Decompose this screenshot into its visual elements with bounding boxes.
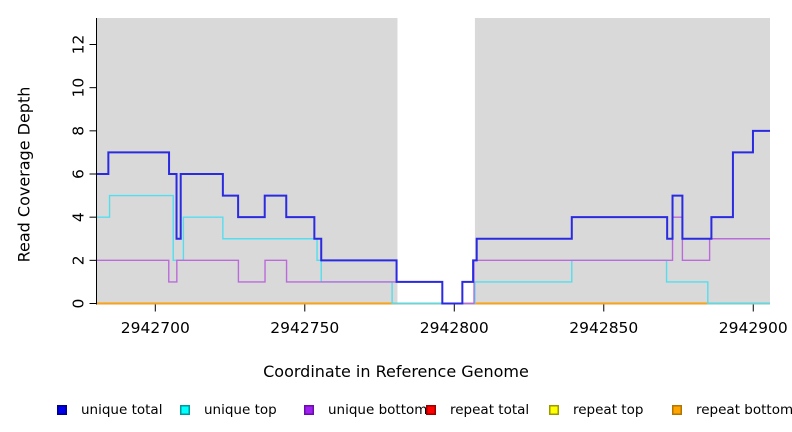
legend-item-repeat-total: repeat total (426, 401, 529, 419)
legend-swatch-icon (57, 405, 67, 415)
legend: unique total unique top unique bottom repea… (0, 401, 792, 421)
legend-label: unique total (81, 402, 163, 418)
y-tick-label: 0 (70, 299, 88, 309)
legend-swatch-icon (304, 405, 314, 415)
legend-item-unique-total: unique total (57, 401, 162, 419)
x-tick-label: 2942900 (719, 319, 788, 337)
legend-label: repeat top (573, 402, 644, 418)
legend-label: unique top (204, 402, 277, 418)
legend-label: repeat bottom (696, 402, 792, 418)
legend-swatch-icon (180, 405, 190, 415)
y-tick-label: 10 (70, 78, 88, 98)
y-axis-title: Read Coverage Depth (14, 86, 34, 263)
y-tick-label: 8 (70, 126, 88, 136)
legend-item-unique-top: unique top (180, 401, 277, 419)
legend-swatch-icon (549, 405, 559, 415)
legend-label: unique bottom (328, 402, 428, 418)
x-tick-label: 2942850 (569, 319, 638, 337)
legend-item-unique-bottom: unique bottom (304, 401, 427, 419)
y-tick-label: 12 (70, 35, 88, 55)
x-tick-label: 2942800 (420, 319, 489, 337)
y-tick-label: 6 (70, 169, 88, 179)
chart-canvas: 0 2 4 6 8 10 12 2942700 2942750 2942800 2942850 294… (70, 18, 788, 337)
x-tick-label: 2942700 (121, 319, 190, 337)
x-tick-label: 2942750 (270, 319, 339, 337)
series-unique-top (97, 194, 770, 305)
series-unique-total (97, 129, 770, 305)
legend-item-repeat-bottom: repeat bottom (672, 401, 792, 419)
y-tick-label: 2 (70, 255, 88, 265)
masked-region (397, 18, 475, 305)
legend-swatch-icon (426, 405, 436, 415)
y-tick-label: 4 (70, 212, 88, 222)
legend-item-repeat-top: repeat top (549, 401, 643, 419)
legend-label: repeat total (450, 402, 530, 418)
x-axis-title: Coordinate in Reference Genome (263, 362, 529, 381)
legend-swatch-icon (672, 405, 682, 415)
